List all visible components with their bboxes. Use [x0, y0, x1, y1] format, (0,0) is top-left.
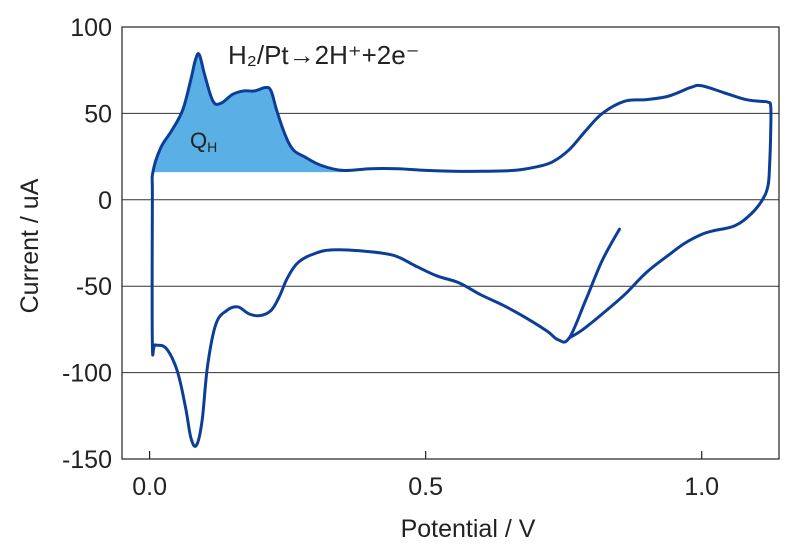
- y-tick-label: 100: [70, 14, 112, 42]
- x-axis-ticks: 0.0 0.5 1.0: [132, 451, 719, 501]
- x-tick-label: 0.5: [408, 473, 443, 501]
- y-tick-label: 50: [84, 100, 112, 128]
- plot-frame: [121, 26, 780, 460]
- cv-curve: [150, 52, 773, 448]
- y-tick-label: 0: [98, 187, 112, 215]
- reaction-annotation: H₂/Pt→2H⁺+2e⁻: [228, 40, 419, 70]
- qh-label-main: Q: [190, 128, 207, 153]
- qh-label: QH: [190, 128, 217, 155]
- y-axis-title: Current / uA: [16, 178, 44, 313]
- y-tick-label: -100: [62, 360, 112, 388]
- qh-label-sub: H: [207, 139, 217, 155]
- y-tick-label: -150: [62, 446, 112, 474]
- x-tick-label: 0.0: [132, 473, 167, 501]
- y-tick-label: -50: [76, 273, 112, 301]
- hydrogen-desorption-area: [152, 53, 345, 173]
- y-axis-ticks: -150 -100 -50 0 50 100: [62, 14, 112, 474]
- x-tick-label: 1.0: [684, 473, 719, 501]
- x-axis-title: Potential / V: [401, 515, 536, 543]
